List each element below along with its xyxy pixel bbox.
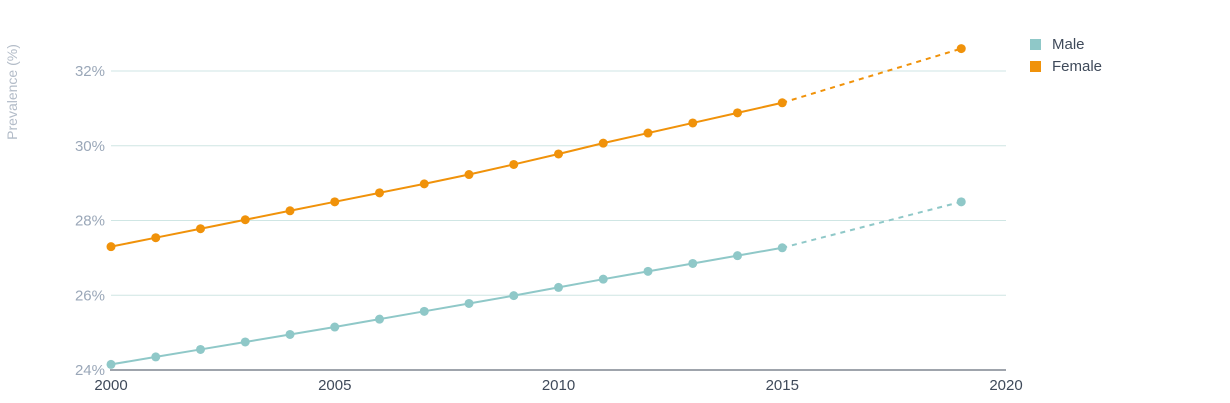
projection-point-female[interactable] — [956, 44, 966, 54]
data-point-male[interactable] — [240, 337, 250, 347]
y-tick-label: 32% — [75, 63, 105, 80]
data-point-male[interactable] — [196, 344, 205, 354]
y-tick-label: 28% — [75, 213, 105, 230]
legend-item-female[interactable]: Female — [1030, 55, 1102, 77]
data-point-female[interactable] — [240, 215, 250, 225]
data-point-male[interactable] — [688, 258, 698, 268]
projection-point-male[interactable] — [956, 197, 966, 207]
data-point-female[interactable] — [106, 242, 116, 252]
y-tick-label: 24% — [75, 362, 105, 379]
data-point-male[interactable] — [375, 314, 384, 324]
data-point-male[interactable] — [151, 352, 161, 362]
data-point-female[interactable] — [554, 149, 563, 159]
data-point-male[interactable] — [777, 243, 787, 253]
data-point-female[interactable] — [733, 108, 742, 118]
data-point-male[interactable] — [106, 359, 116, 369]
y-tick-label: 30% — [75, 138, 105, 155]
data-point-male[interactable] — [598, 274, 608, 284]
data-point-male[interactable] — [285, 329, 295, 339]
series-line-male — [110, 246, 783, 366]
data-point-male[interactable] — [509, 291, 519, 301]
projection-line-male — [782, 200, 962, 249]
data-point-female[interactable] — [464, 170, 474, 180]
y-axis-label: Prevalence (%) — [4, 44, 20, 140]
legend-item-male[interactable]: Male — [1030, 33, 1102, 55]
series-layer — [106, 44, 966, 369]
y-axis-ticks: 24% 26% 28% 30% 32% — [75, 63, 105, 379]
data-point-female[interactable] — [419, 179, 429, 189]
x-axis-ticks: 2000 2005 2010 2015 2020 — [94, 377, 1022, 394]
data-point-female[interactable] — [509, 159, 519, 169]
x-tick-label: 2010 — [542, 377, 575, 394]
data-point-female[interactable] — [643, 128, 653, 138]
series-line-female — [110, 101, 783, 248]
data-point-male[interactable] — [464, 298, 474, 308]
y-tick-label: 26% — [75, 287, 105, 304]
data-point-male[interactable] — [554, 282, 563, 292]
x-tick-label: 2020 — [989, 377, 1022, 394]
gridlines — [111, 70, 1006, 296]
data-point-female[interactable] — [688, 118, 698, 128]
x-tick-label: 2005 — [318, 377, 351, 394]
data-point-female[interactable] — [330, 197, 340, 207]
legend-label-female: Female — [1052, 57, 1103, 75]
data-point-female[interactable] — [777, 98, 787, 108]
legend-swatch-male — [1030, 38, 1041, 50]
data-point-male[interactable] — [733, 251, 742, 261]
data-point-female[interactable] — [151, 233, 161, 243]
data-point-female[interactable] — [196, 224, 205, 234]
data-point-male[interactable] — [419, 306, 429, 316]
projection-line-female — [781, 47, 962, 104]
x-tick-label: 2015 — [766, 377, 799, 394]
data-point-female[interactable] — [285, 206, 295, 216]
legend-swatch-female — [1030, 60, 1041, 72]
legend-label-male: Male — [1052, 35, 1085, 53]
x-tick-label: 2000 — [94, 377, 127, 394]
legend: Male Female — [1030, 33, 1102, 77]
data-point-female[interactable] — [598, 138, 608, 148]
data-point-male[interactable] — [643, 266, 653, 276]
data-point-male[interactable] — [330, 322, 340, 332]
data-point-female[interactable] — [375, 188, 384, 198]
